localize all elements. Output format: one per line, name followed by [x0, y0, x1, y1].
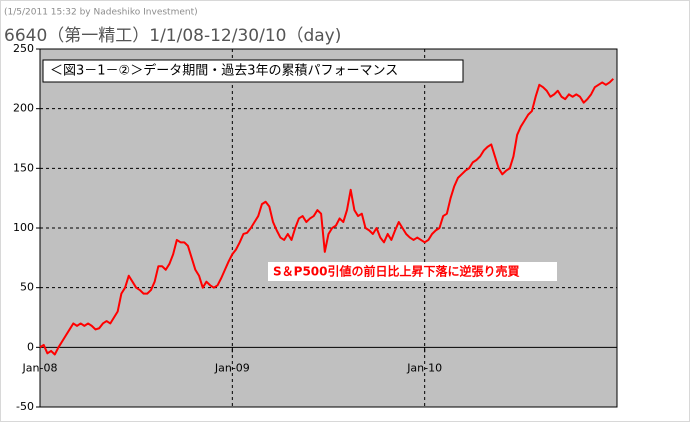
- annotation-box: [268, 262, 557, 281]
- y-tick-label: 100: [13, 221, 34, 234]
- marks: [39, 78, 614, 356]
- annotation: ＜図3－1－②＞データ期間・過去3年の累積パフォーマンス: [50, 63, 398, 79]
- y-tick-label: 200: [13, 102, 34, 115]
- watermark: (1/5/2011 15:32 by Nadeshiko Investment): [4, 8, 198, 18]
- x-tick-label: Jan-10: [406, 361, 442, 374]
- y-tick-label: 50: [20, 281, 34, 294]
- y-tick-label: 250: [13, 42, 34, 55]
- y-tick-label: -50: [16, 400, 34, 413]
- annotation: S＆P500引値の前日比上昇下落に逆張り売買: [273, 264, 520, 279]
- chart-title: 6640（第一精工）1/1/08-12/30/10（day): [4, 26, 341, 46]
- x-tick-label: Jan-09: [214, 361, 250, 374]
- y-tick-label: 150: [13, 161, 34, 174]
- y-tick-label: 0: [27, 340, 34, 353]
- line: [39, 78, 614, 356]
- labels: -50 0 50 100 150 200 250 Jan-08 Jan-09 Jan-10: [13, 42, 442, 413]
- x-tick-label: Jan-08: [22, 361, 58, 374]
- annotation-box: [42, 59, 464, 83]
